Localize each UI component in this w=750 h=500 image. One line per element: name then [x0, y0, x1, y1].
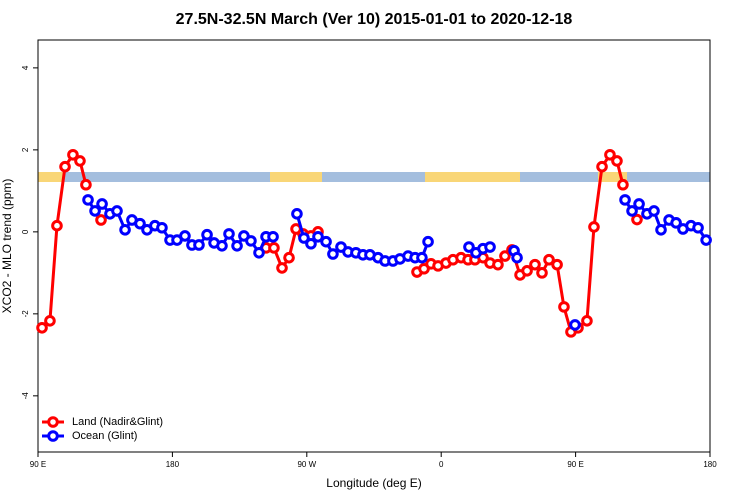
point: [80, 178, 92, 191]
point: [111, 205, 123, 217]
series-line: [86, 199, 708, 263]
point: [276, 262, 288, 274]
point: [298, 232, 310, 244]
y-axis-label: XCO2 - MLO trend (ppm): [0, 179, 14, 314]
y-tick-label: 4: [21, 65, 30, 70]
chart-title: 27.5N-32.5N March (Ver 10) 2015-01-01 to…: [176, 11, 573, 28]
point: [492, 258, 504, 271]
x-tick-label: 90 E: [30, 460, 46, 469]
point: [700, 234, 712, 246]
legend-label: Ocean (Glint): [72, 430, 137, 442]
point: [511, 251, 523, 264]
point: [119, 224, 131, 236]
point: [521, 265, 533, 277]
point: [96, 198, 108, 210]
y-tick-label: 2: [21, 147, 30, 152]
x-tick-label: 90 W: [297, 460, 316, 469]
y-tick-label: -2: [21, 310, 30, 318]
y-tick-label: -4: [21, 392, 30, 400]
point: [36, 321, 48, 334]
x-tick-label: 180: [166, 460, 180, 469]
point: [499, 250, 511, 262]
point: [463, 241, 475, 253]
point: [617, 178, 629, 191]
point: [283, 251, 295, 264]
point: [201, 228, 213, 241]
point: [692, 221, 704, 234]
land-band: [425, 172, 520, 182]
point: [267, 230, 279, 243]
land-band: [598, 172, 627, 182]
point: [59, 160, 71, 173]
point: [179, 230, 191, 242]
point: [604, 148, 616, 161]
ocean-band: [38, 172, 710, 182]
x-tick-label: 90 E: [567, 460, 583, 469]
point: [619, 194, 631, 206]
y-tick-label: 0: [21, 229, 30, 234]
point: [529, 258, 541, 271]
land-band: [270, 172, 322, 182]
point: [223, 228, 235, 240]
point: [305, 237, 317, 250]
point: [231, 239, 243, 252]
point: [543, 253, 555, 266]
plot-frame: [37, 39, 711, 453]
point: [416, 251, 428, 264]
point: [312, 230, 324, 243]
point: [253, 246, 265, 259]
point: [484, 241, 496, 253]
point: [422, 235, 434, 248]
point: [89, 205, 101, 217]
point: [596, 160, 608, 173]
point: [216, 239, 228, 252]
point: [82, 194, 94, 206]
point: [558, 301, 570, 313]
point: [74, 155, 86, 167]
point: [633, 198, 645, 210]
point: [44, 315, 56, 327]
land-ocean-mask: [38, 172, 710, 182]
legend-marker: [47, 416, 59, 428]
point: [156, 221, 168, 234]
point: [588, 221, 600, 233]
x-axis-label: Longitude (deg E): [326, 476, 421, 490]
point: [581, 315, 593, 327]
x-tick-label: 0: [439, 460, 444, 469]
point: [569, 319, 581, 331]
point: [51, 219, 63, 232]
point: [95, 214, 107, 226]
point: [291, 208, 303, 220]
legend-marker: [47, 430, 59, 442]
point: [631, 213, 643, 226]
point: [551, 258, 563, 271]
point: [611, 155, 623, 167]
point: [193, 239, 205, 251]
land-band: [38, 172, 64, 182]
point: [320, 235, 332, 248]
point: [655, 224, 667, 236]
legend-label: Land (Nadir&Glint): [72, 416, 163, 428]
point: [327, 248, 339, 260]
point: [245, 235, 257, 247]
point: [648, 205, 660, 217]
point: [536, 267, 548, 279]
x-tick-label: 180: [703, 460, 717, 469]
point: [134, 217, 146, 230]
point: [67, 148, 79, 161]
point: [268, 242, 280, 254]
point: [670, 217, 682, 229]
point: [626, 205, 638, 217]
